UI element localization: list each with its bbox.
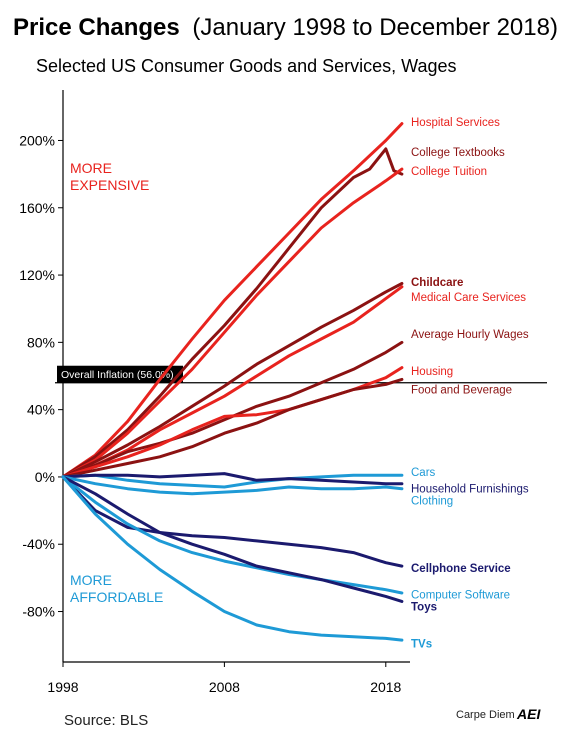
credit-label: Carpe Diem	[456, 709, 515, 721]
x-tick-label: 1998	[47, 679, 78, 695]
series-line	[61, 475, 404, 595]
series-line	[61, 475, 404, 603]
annotation-more-affordable-line1: MORE	[70, 572, 112, 588]
series-label: Cars	[411, 467, 436, 479]
annotation-more-affordable-line2: AFFORDABLE	[70, 589, 163, 605]
aei-logo: AEI	[516, 706, 541, 722]
series-line	[61, 282, 404, 479]
series-line	[61, 147, 404, 479]
y-tick-label: -40%	[22, 536, 55, 552]
series-line	[61, 475, 404, 568]
series-label: Housing	[411, 366, 453, 378]
y-tick-label: 80%	[27, 334, 55, 350]
series-label: Hospital Services	[411, 117, 500, 129]
series-line	[61, 473, 404, 489]
series-line	[61, 122, 404, 479]
series-label: Toys	[411, 601, 437, 613]
chart-footer: Source: BLS Carpe Diem AEI	[64, 706, 541, 729]
series-line	[61, 167, 404, 479]
annotation-more-expensive-line2: EXPENSIVE	[70, 177, 149, 193]
series-label: College Textbooks	[411, 147, 505, 159]
series-line	[61, 475, 404, 496]
svg-text:Price Changes (January 1: Price Changes (January 1998 to December …	[13, 14, 558, 41]
y-tick-label: 40%	[27, 402, 55, 418]
series-line	[61, 340, 404, 479]
series-label: TVs	[411, 638, 432, 650]
chart-title-rest: (January 1998 to December 2018)	[192, 14, 558, 41]
overall-inflation-label-box	[57, 365, 183, 383]
series-label: College Tuition	[411, 166, 487, 178]
overall-inflation-label: Overall Inflation (56.0%)	[61, 369, 174, 381]
series-label: Food and Beverage	[411, 384, 512, 396]
y-tick-label: 120%	[19, 267, 55, 283]
y-tick-label: -80%	[22, 604, 55, 620]
y-tick-label: 200%	[19, 132, 55, 148]
source-note: Source: BLS	[64, 712, 148, 729]
annotation-more-expensive-line1: MORE	[70, 160, 112, 176]
series-label: Computer Software	[411, 590, 510, 602]
y-tick-label: 160%	[19, 200, 55, 216]
series-label: Average Hourly Wages	[411, 329, 529, 341]
chart-title-bold: Price Changes	[13, 14, 180, 41]
y-tick-label: 0%	[35, 469, 55, 485]
series-label: Clothing	[411, 495, 453, 507]
series-label: Medical Care Services	[411, 292, 526, 304]
x-tick-label: 2008	[209, 679, 240, 695]
series-line	[61, 366, 404, 479]
chart-header: Price Changes (January 1998 to December …	[13, 14, 558, 76]
plot-area: 200% 160% 120% 80% 40% 0% -40% -80% 1998 2008 2018…	[19, 90, 547, 695]
series-line	[61, 475, 404, 642]
series-line	[61, 472, 404, 486]
series-label: Childcare	[411, 277, 463, 289]
series-label: Cellphone Service	[411, 563, 511, 575]
series-label: Household Furnishings	[411, 484, 529, 496]
chart-subtitle: Selected US Consumer Goods and Services,…	[36, 56, 457, 76]
x-tick-label: 2018	[370, 679, 401, 695]
series-line	[61, 377, 404, 479]
